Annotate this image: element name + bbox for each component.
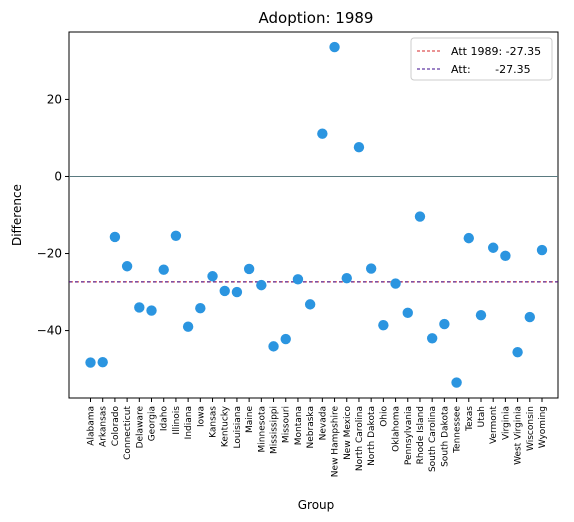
point-minnesota <box>256 279 267 291</box>
point-arkansas <box>97 356 108 368</box>
data-points <box>85 41 548 388</box>
x-tick-label: Tennessee <box>453 406 463 454</box>
y-tick-label: 0 <box>54 169 62 183</box>
y-tick-label: −40 <box>37 324 62 338</box>
x-tick-label: Colorado <box>111 406 121 447</box>
x-tick-label: West Virginia <box>514 406 524 465</box>
point-vermont <box>487 242 499 253</box>
point-rhode-island <box>414 211 426 222</box>
x-tick-label: Vermont <box>489 406 499 445</box>
x-tick-label: Montana <box>294 406 304 445</box>
x-tick-label: Idaho <box>160 406 170 432</box>
point-colorado <box>109 231 121 243</box>
x-tick-label: Delaware <box>135 406 145 449</box>
legend-label-att: Att: -27.35 <box>451 63 531 76</box>
y-tick-label: −20 <box>37 247 62 261</box>
point-tennessee <box>451 377 462 388</box>
point-wisconsin <box>524 311 535 323</box>
x-tick-label: Kansas <box>209 406 219 438</box>
x-tick-label: Virginia <box>501 406 511 440</box>
point-wyoming <box>536 244 548 256</box>
x-tick-label: Texas <box>465 406 475 432</box>
x-tick-label: Minnesota <box>257 406 267 452</box>
x-tick-label: Kentucky <box>221 405 231 447</box>
x-tick-label: Missouri <box>282 406 292 443</box>
x-tick-label: Georgia <box>148 406 158 441</box>
x-axis: Alabama Arkansas Colorado Connecticut Delawa… <box>87 398 548 478</box>
point-pennsylvania <box>402 307 413 319</box>
point-west-virginia <box>512 346 523 358</box>
x-tick-label: Louisiana <box>233 406 243 449</box>
plot-area <box>68 31 559 399</box>
x-tick-label: Connecticut <box>123 406 133 460</box>
x-tick-label: Maine <box>245 406 255 433</box>
reference-lines <box>69 175 558 283</box>
x-tick-label: Pennsylvania <box>404 406 414 465</box>
point-montana <box>292 274 304 285</box>
point-delaware <box>134 302 145 313</box>
x-tick-label: New Hampshire <box>331 406 341 478</box>
point-idaho <box>158 264 169 275</box>
point-maine <box>243 263 255 275</box>
x-tick-label: South Dakota <box>440 406 450 467</box>
x-tick-label: Arkansas <box>99 406 109 447</box>
x-tick-label: Utah <box>477 406 487 427</box>
point-mississippi <box>268 341 279 352</box>
point-nevada <box>317 128 328 139</box>
point-iowa <box>195 303 206 314</box>
x-tick-label: New Mexico <box>343 406 353 460</box>
point-south-dakota <box>439 318 450 330</box>
x-tick-label: Oklahoma <box>392 406 402 452</box>
point-north-carolina <box>353 141 365 153</box>
point-virginia <box>500 250 511 262</box>
point-alabama <box>85 357 96 368</box>
legend-label-att-1989: Att 1989: -27.35 <box>451 45 541 58</box>
x-axis-label: Group <box>298 498 335 512</box>
x-tick-label: Nevada <box>318 406 328 440</box>
x-tick-label: South Carolina <box>428 406 438 472</box>
point-new-hampshire <box>329 41 340 53</box>
legend-box <box>410 37 553 81</box>
y-axis-label: Difference <box>10 184 24 246</box>
point-kentucky <box>219 285 230 297</box>
x-tick-label: Mississippi <box>270 406 280 454</box>
point-nebraska <box>304 299 316 310</box>
y-axis: 20 0 −20 −40 <box>37 92 69 338</box>
point-south-carolina <box>426 333 438 344</box>
x-tick-label: Wisconsin <box>526 406 536 451</box>
point-georgia <box>146 305 157 316</box>
point-kansas <box>207 271 218 282</box>
x-tick-label: Alabama <box>87 406 97 446</box>
point-ohio <box>378 319 389 331</box>
x-tick-label: North Dakota <box>367 406 377 466</box>
point-missouri <box>280 333 291 345</box>
point-new-mexico <box>341 272 352 284</box>
x-tick-label: North Carolina <box>355 406 365 471</box>
x-tick-label: Wyoming <box>538 406 548 448</box>
point-louisiana <box>231 286 243 298</box>
y-tick-label: 20 <box>47 92 62 106</box>
legend: Att 1989: -27.35 Att: -27.35 <box>410 37 553 81</box>
x-tick-label: Iowa <box>196 406 206 427</box>
point-illinois <box>170 230 182 242</box>
point-oklahoma <box>390 278 401 289</box>
x-tick-label: Ohio <box>379 406 389 427</box>
point-north-dakota <box>365 263 377 274</box>
point-connecticut <box>121 261 133 272</box>
x-tick-label: Indiana <box>184 406 194 439</box>
x-tick-label: Nebraska <box>306 406 316 448</box>
x-tick-label: Illinois <box>172 406 182 435</box>
chart-title: Adoption: 1989 <box>259 9 374 27</box>
point-utah <box>475 309 487 321</box>
point-indiana <box>182 321 194 332</box>
x-tick-label: Rhode Island <box>416 406 426 464</box>
point-texas <box>463 232 474 244</box>
